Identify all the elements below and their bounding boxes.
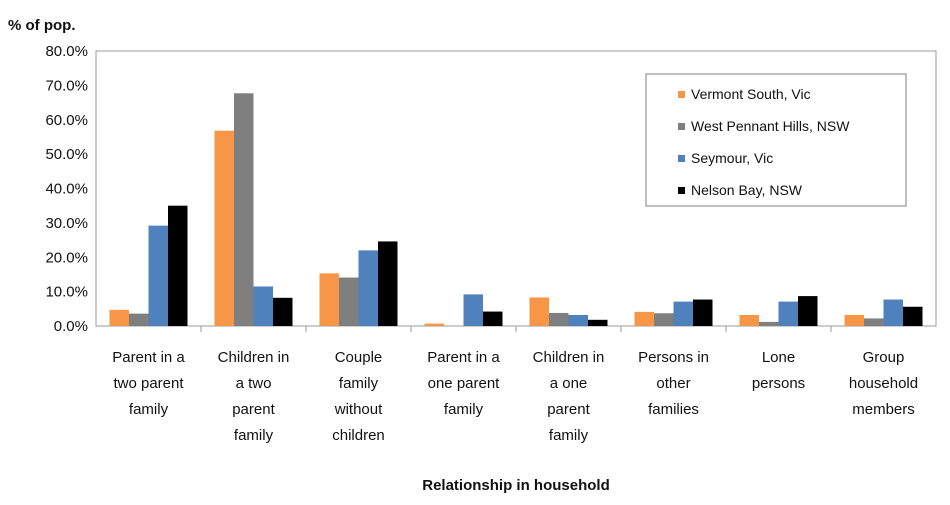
- bar: [424, 323, 444, 326]
- bar: [358, 250, 378, 326]
- y-tick-label: 10.0%: [45, 284, 88, 301]
- bar: [778, 301, 798, 326]
- category-label: Persons in other families: [638, 349, 709, 418]
- bars: [109, 93, 923, 332]
- bar: [568, 315, 588, 326]
- bar: [673, 301, 693, 326]
- bar: [273, 297, 293, 326]
- bar: [109, 309, 129, 326]
- bar: [588, 319, 608, 326]
- category-label: Group household members: [849, 349, 918, 418]
- bar: [214, 130, 234, 326]
- legend: Vermont South, Vic West Pennant Hills, NS…: [645, 73, 907, 207]
- bar: [483, 311, 503, 326]
- x-axis-title: Relationship in household: [422, 477, 610, 494]
- category-label: Couple family without children: [332, 349, 385, 444]
- legend-swatch: [678, 187, 685, 194]
- bar: [864, 318, 884, 326]
- bar: [883, 299, 903, 326]
- bar: [148, 225, 168, 326]
- legend-label: West Pennant Hills, NSW: [691, 118, 850, 134]
- bar: [168, 205, 188, 326]
- category-label: Parent in a one parent family: [427, 349, 500, 418]
- category-label: Parent in a two parent family: [112, 349, 185, 418]
- bar: [319, 273, 339, 326]
- bar: [739, 315, 759, 326]
- y-tick-label: 20.0%: [45, 249, 88, 266]
- legend-label: Vermont South, Vic: [691, 86, 811, 102]
- bar: [378, 241, 398, 326]
- legend-label: Nelson Bay, NSW: [691, 182, 803, 198]
- legend-swatch: [678, 91, 685, 98]
- legend-swatch: [678, 155, 685, 162]
- category-label: Lone persons: [752, 349, 805, 392]
- y-tick-label: 0.0%: [54, 318, 88, 335]
- y-tick-label: 40.0%: [45, 181, 88, 198]
- bar: [549, 312, 569, 326]
- bar: [693, 299, 713, 326]
- bar: [234, 93, 254, 326]
- bar: [339, 277, 359, 326]
- bar: [844, 315, 864, 326]
- y-tick-label: 80.0%: [45, 43, 88, 60]
- y-tick-label: 30.0%: [45, 215, 88, 232]
- bar: [129, 313, 149, 326]
- y-tick-label: 50.0%: [45, 146, 88, 163]
- bar: [759, 321, 779, 326]
- bar: [463, 294, 483, 326]
- bar: [903, 306, 923, 326]
- legend-label: Seymour, Vic: [691, 150, 773, 166]
- bar: [798, 296, 818, 326]
- y-tick-label: 70.0%: [45, 77, 88, 94]
- bar: [253, 286, 273, 326]
- y-axis-ticks: 0.0% 10.0% 20.0% 30.0% 40.0% 50.0% 60.0% 70.0% 8…: [45, 43, 88, 335]
- category-label: Children in a two parent family: [218, 349, 290, 444]
- bar: [529, 297, 549, 326]
- bar: [654, 313, 674, 326]
- y-tick-label: 60.0%: [45, 112, 88, 129]
- x-axis-categories: Parent in a two parent family Children in a …: [112, 349, 918, 444]
- y-axis-title: % of pop.: [8, 17, 76, 34]
- bar: [634, 311, 654, 326]
- category-label: Children in a one parent family: [533, 349, 605, 444]
- legend-box: [645, 73, 907, 207]
- legend-swatch: [678, 123, 685, 130]
